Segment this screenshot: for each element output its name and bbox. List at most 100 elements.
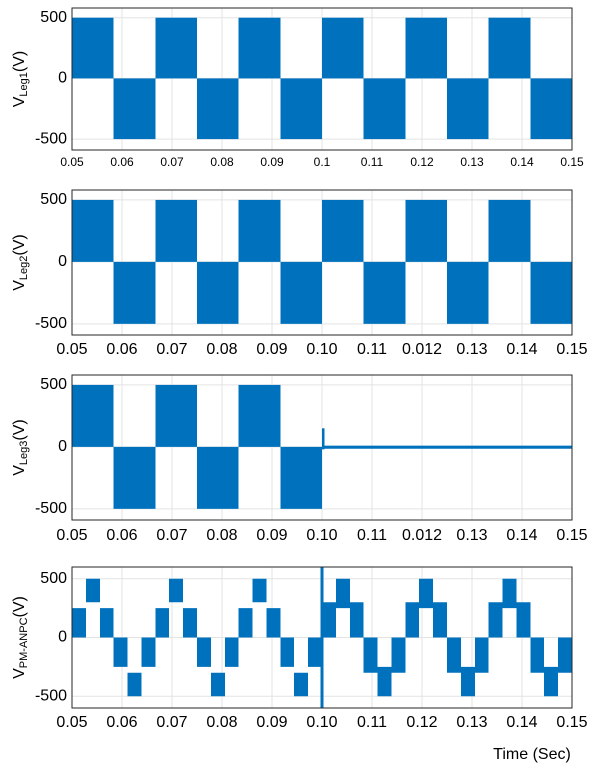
waveform-band (100, 608, 114, 638)
x-tick-label: 0.09 (256, 527, 287, 544)
x-tick-label: 0.13 (456, 341, 487, 358)
waveform-band (72, 608, 86, 638)
x-tick-label: 0.08 (206, 527, 237, 544)
waveform-band (252, 578, 267, 603)
waveform-band (113, 446, 156, 509)
y-label-part: V (11, 668, 28, 679)
waveform-band (516, 602, 531, 638)
x-axis-label: Time (Sec) (493, 746, 571, 763)
y-label-part: (V) (11, 234, 28, 255)
waveform-band (155, 199, 197, 262)
waveform-band (238, 384, 281, 447)
x-tick-label: 0.05 (60, 155, 84, 169)
y-label-part: V (11, 465, 28, 476)
waveform-band (488, 199, 531, 262)
waveform-band (155, 17, 197, 79)
waveform-band (350, 602, 364, 638)
x-tick-label: 0.012 (402, 341, 442, 358)
x-tick-label: 0.13 (460, 155, 484, 169)
waveform-band (155, 608, 169, 638)
waveform-band (405, 199, 447, 262)
y-tick-label: 0 (58, 70, 67, 87)
x-tick-label: 0.13 (456, 527, 487, 544)
x-tick-label: 0.08 (206, 341, 237, 358)
x-tick-label: 0.12 (410, 155, 434, 169)
x-tick-label: 0.07 (156, 341, 187, 358)
x-tick-label: 0.05 (56, 341, 87, 358)
waveform-band (377, 666, 392, 697)
y-tick-label: 0 (58, 253, 67, 270)
x-tick-label: 0.08 (206, 714, 237, 731)
waveform-band (530, 637, 544, 673)
y-label-part: (V) (11, 596, 28, 617)
waveform-band (488, 17, 531, 79)
waveform-band (475, 637, 489, 673)
waveform-band (363, 637, 378, 673)
waveform-band (86, 578, 100, 603)
y-tick-label: -500 (35, 500, 67, 517)
waveform-band (238, 17, 281, 79)
waveform-band (197, 446, 239, 509)
waveform-band (447, 261, 489, 324)
waveform-band (502, 578, 517, 609)
y-tick-label: -500 (35, 315, 67, 332)
waveform-band (488, 602, 503, 638)
x-tick-label: 0.08 (210, 155, 234, 169)
x-tick-label: 0.14 (510, 155, 534, 169)
waveform-band (280, 446, 322, 509)
x-tick-label: 0.14 (506, 527, 537, 544)
waveform-band (127, 672, 142, 697)
y-axis-label: VLeg2(V) (11, 234, 30, 290)
waveform-band (266, 608, 281, 638)
y-tick-label: 0 (58, 629, 67, 646)
x-tick-label: 0.09 (256, 714, 287, 731)
y-label-part: V (11, 280, 28, 291)
y-label-part: Leg3 (18, 441, 30, 465)
waveform-band (72, 384, 114, 447)
y-tick-label: 0 (58, 438, 67, 455)
waveform-band (324, 445, 572, 449)
x-tick-label: 0.09 (260, 155, 284, 169)
axes-frame (71, 374, 573, 521)
x-tick-label: 0.1 (314, 155, 331, 169)
x-tick-label: 0.06 (110, 155, 134, 169)
y-label-part: Leg1 (18, 72, 30, 96)
axes-frame (71, 566, 573, 709)
waveform-band (197, 78, 239, 140)
waveform-band (197, 637, 211, 667)
y-tick-label: -500 (35, 687, 67, 704)
waveform-band (405, 602, 419, 638)
y-axis-label: VPM-ANPC(V) (11, 596, 30, 679)
x-tick-label: 0.13 (456, 714, 487, 731)
waveform-band (238, 199, 281, 262)
y-tick-label: 500 (40, 191, 67, 208)
x-tick-label: 0.10 (306, 714, 337, 731)
waveform-band (280, 78, 322, 140)
y-tick-label: 500 (40, 570, 67, 587)
waveform-band (294, 672, 308, 697)
waveform-band (336, 578, 350, 609)
waveform-band (405, 17, 447, 79)
y-tick-label: 500 (40, 376, 67, 393)
x-tick-label: 0.10 (306, 527, 337, 544)
waveform-band (447, 78, 489, 140)
waveform-band (530, 261, 572, 324)
x-tick-label: 0.012 (402, 527, 442, 544)
x-tick-label: 0.11 (357, 527, 387, 544)
x-tick-label: 0.05 (56, 527, 87, 544)
waveform-band (280, 637, 294, 667)
x-tick-label: 0.07 (160, 155, 184, 169)
x-tick-label: 0.07 (156, 714, 187, 731)
x-tick-label: 0.11 (357, 714, 387, 731)
x-tick-label: 0.09 (256, 341, 287, 358)
waveform-band (113, 637, 128, 667)
waveform-band (544, 666, 558, 697)
y-axis-label: VLeg3(V) (11, 419, 30, 475)
x-tick-label: 0.06 (106, 341, 137, 358)
waveform-band (363, 78, 406, 140)
x-tick-label: 0.07 (156, 527, 187, 544)
axes-frame (71, 189, 573, 336)
waveform-band (363, 261, 406, 324)
waveform-band (419, 578, 433, 609)
